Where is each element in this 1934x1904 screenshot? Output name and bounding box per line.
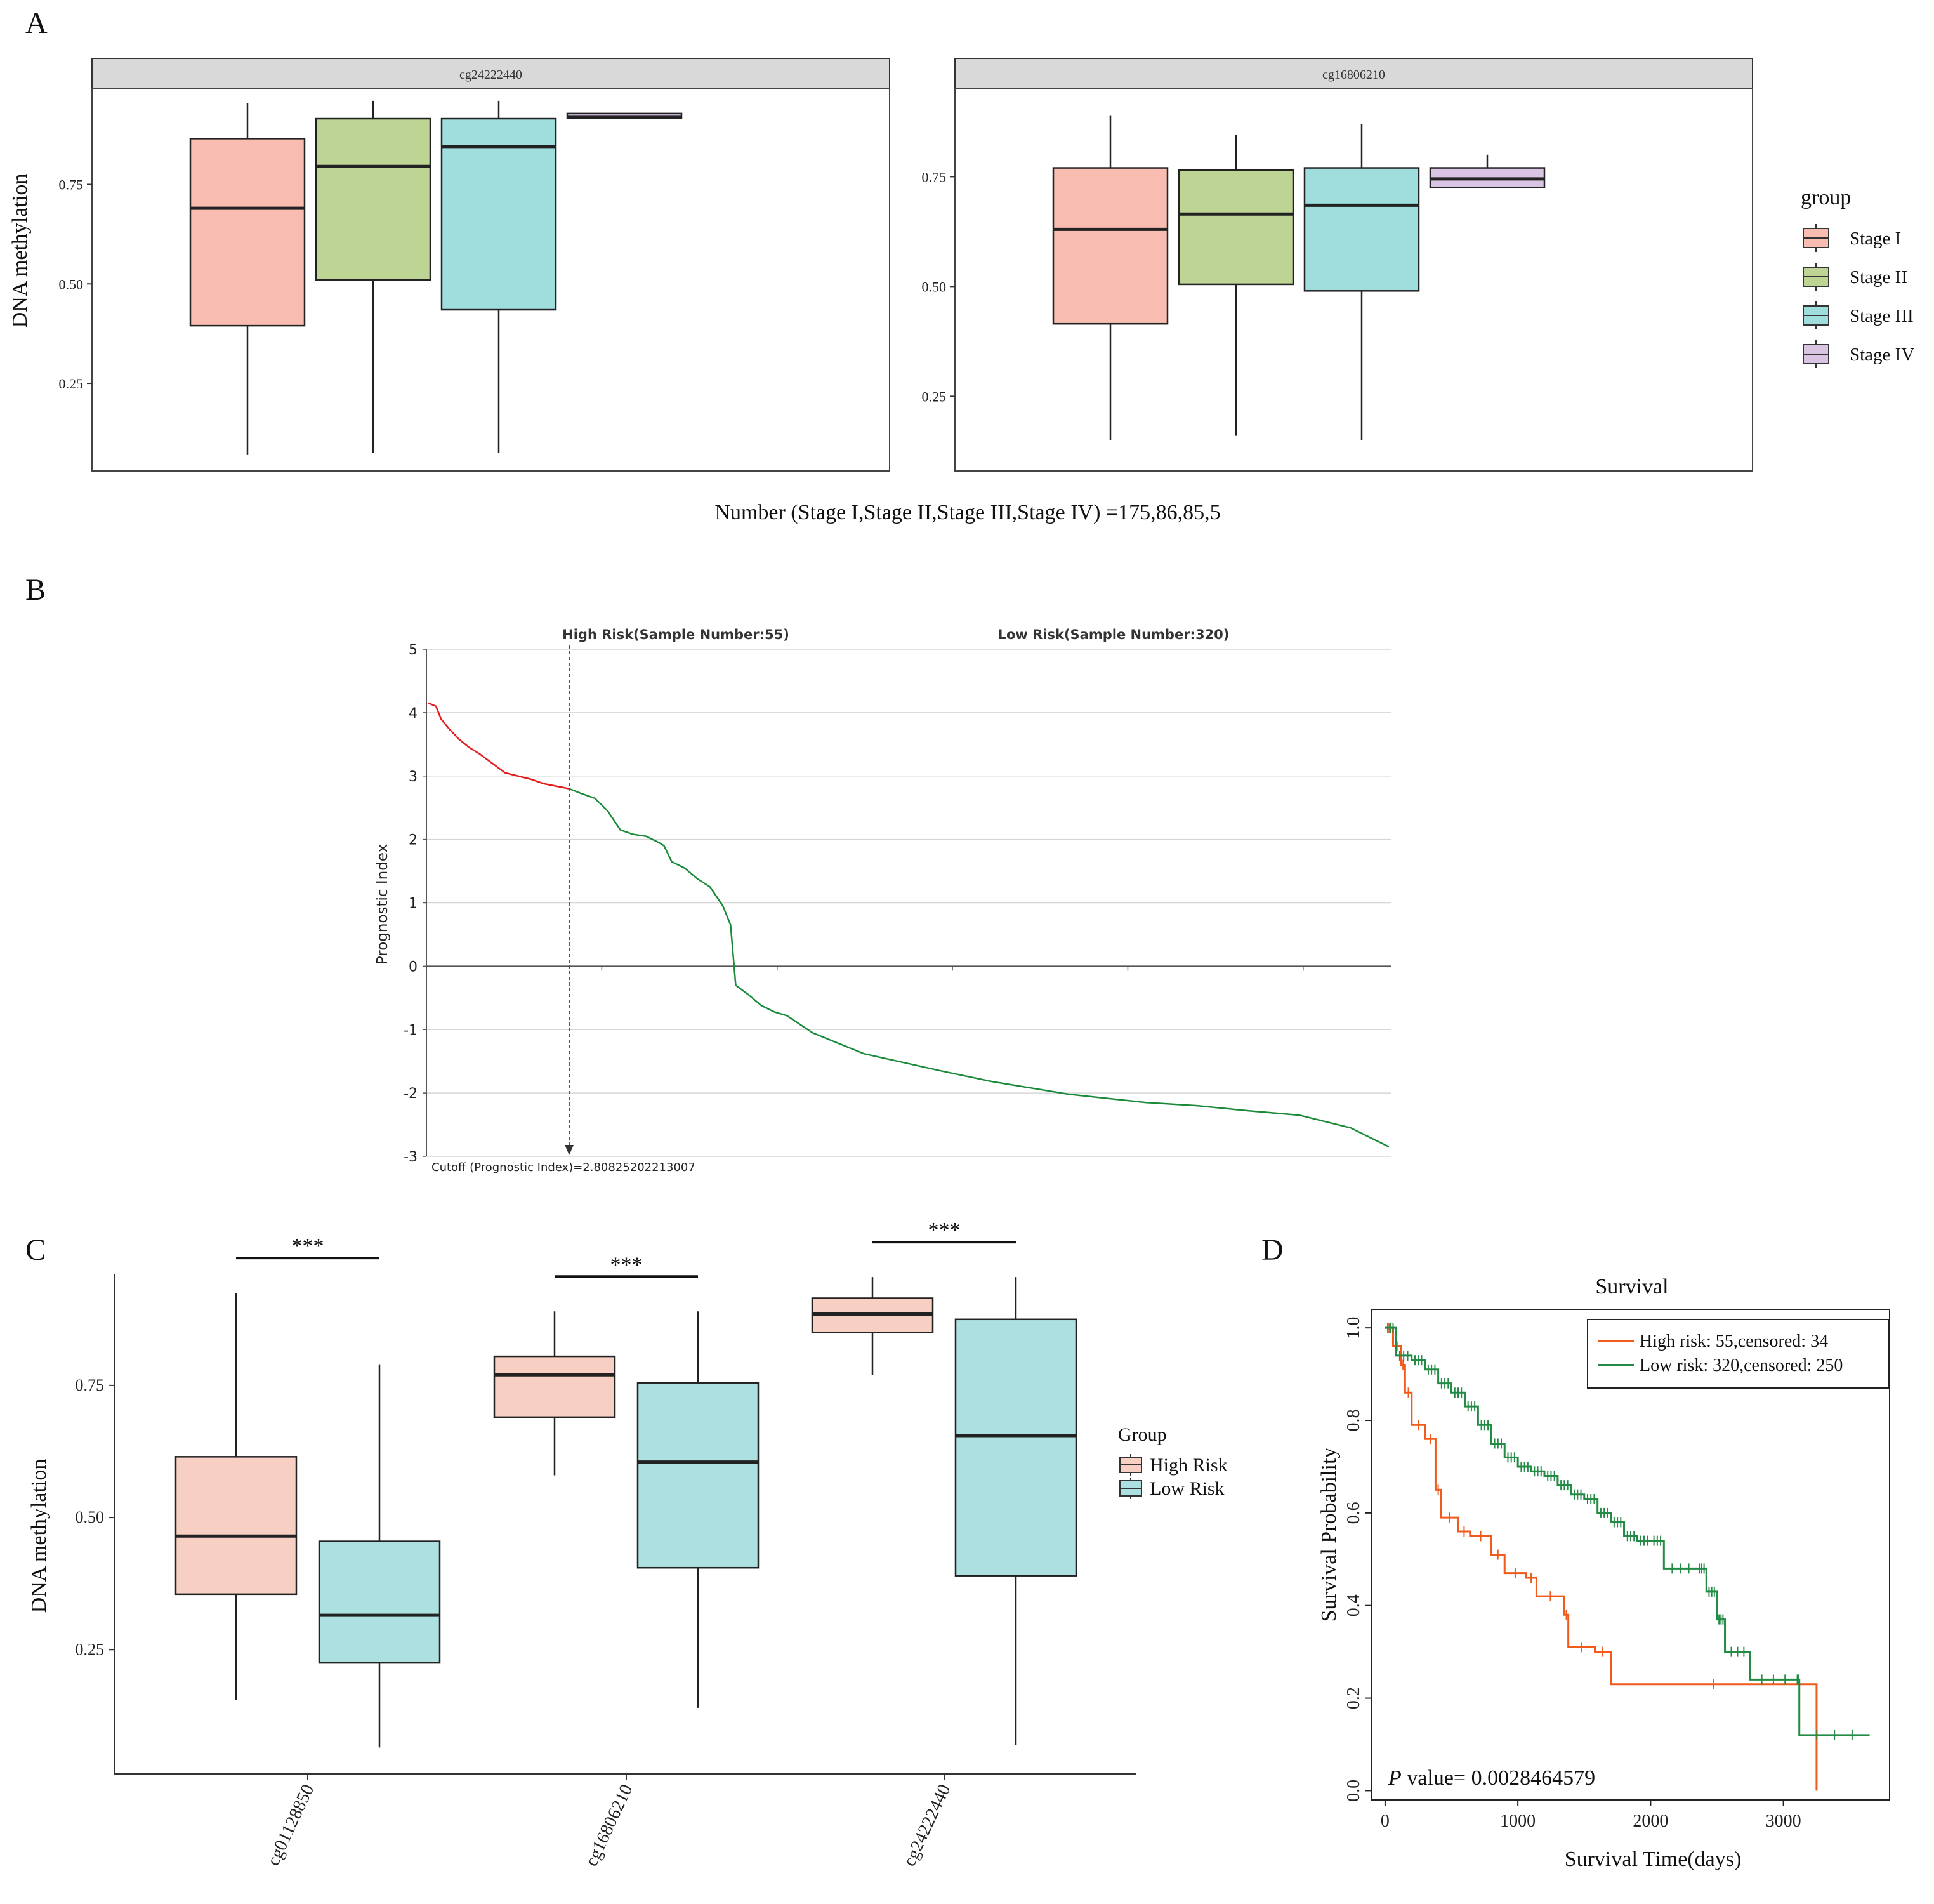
pvalue-p: P (1388, 1766, 1402, 1790)
significance-stars: *** (928, 1219, 961, 1242)
low-risk-label: Low Risk(Sample Number:320) (998, 627, 1230, 642)
box-high-risk (493, 1355, 616, 1418)
panel-a-ylabel: DNA methylation (8, 174, 32, 328)
y-tick-label: 0.0 (1344, 1780, 1364, 1802)
y-tick-label: 0.50 (59, 276, 84, 292)
panel-label-b: B (25, 573, 46, 607)
survival-xlabel: Survival Time(days) (1565, 1848, 1742, 1871)
y-tick-label: 0.4 (1344, 1594, 1364, 1616)
significance-stars: *** (610, 1253, 643, 1276)
panel-a-boxplots: DNA methylation Number (Stage I,Stage II… (8, 58, 1914, 524)
legend-label: Stage II (1850, 267, 1907, 288)
facet-title: cg24222440 (459, 68, 522, 82)
panel-b-prognostic-index: Prognostic Index High Risk(Sample Number… (374, 627, 1391, 1174)
facet-panel-border (954, 88, 1753, 472)
legend-label: Low Risk (1150, 1478, 1225, 1499)
y-tick-label: -1 (404, 1022, 418, 1038)
box-stage-ii (1178, 169, 1294, 286)
pvalue-text: P value= 0.0028464579 (1388, 1766, 1595, 1790)
panel-c-ylabel: DNA methylation (27, 1459, 51, 1613)
legend-label: High risk: 55,censored: 34 (1640, 1332, 1828, 1351)
panel-b-ylabel: Prognostic Index (374, 844, 391, 965)
y-tick-label: -2 (404, 1086, 418, 1102)
panel-c-boxplots: DNA methylation 0.25 0.50 0.75 cg01128850 cg… (27, 1219, 1228, 1869)
box-stage-iii (440, 117, 557, 311)
panel-label-d: D (1261, 1233, 1284, 1267)
high-risk-label: High Risk(Sample Number:55) (562, 627, 789, 642)
y-tick-label: 1.0 (1344, 1317, 1364, 1339)
legend-label: Stage III (1850, 306, 1914, 326)
x-tick-label: cg16806210 (582, 1782, 637, 1870)
panel-label-a: A (25, 6, 48, 40)
pvalue-value: value= 0.0028464579 (1402, 1766, 1595, 1790)
panel-a-legend: group Stage I Stage II Stage III Stage IV (1801, 186, 1914, 368)
km-high-risk-curve (1385, 1326, 1818, 1791)
y-tick-label: 5 (409, 642, 418, 658)
box-stage-i (189, 138, 306, 327)
box-stage-ii (315, 117, 431, 281)
x-tick-label: cg24222440 (900, 1782, 955, 1870)
facet-strip (954, 58, 1753, 89)
survival-legend-box (1587, 1319, 1889, 1389)
facet-title: cg16806210 (1322, 68, 1385, 82)
y-tick-label: -3 (404, 1149, 418, 1165)
y-tick-label: 0.25 (76, 1640, 105, 1658)
facet-panel-border (91, 88, 890, 472)
box-low-risk (636, 1382, 760, 1569)
y-tick-label: 3 (409, 769, 418, 785)
x-tick-label: 2000 (1633, 1811, 1668, 1831)
y-tick-label: 1 (409, 896, 418, 912)
box-high-risk (174, 1456, 298, 1596)
cutoff-arrowhead (565, 1145, 574, 1155)
y-tick-label: 0.25 (59, 376, 84, 392)
y-tick-label: 0.25 (922, 388, 947, 404)
x-tick-label: 1000 (1500, 1811, 1536, 1831)
y-tick-label: 0.50 (922, 279, 947, 294)
y-tick-label: 0.50 (76, 1508, 105, 1526)
high-risk-line (428, 702, 570, 790)
low-risk-line (569, 788, 1390, 1148)
y-tick-label: 0.75 (76, 1376, 105, 1394)
legend-label: Stage IV (1850, 345, 1914, 365)
legend-label: High Risk (1150, 1455, 1228, 1476)
legend-label: Low risk: 320,censored: 250 (1640, 1356, 1843, 1375)
y-tick-label: 0.75 (59, 177, 84, 193)
box-stage-iii (1303, 167, 1420, 292)
significance-stars: *** (292, 1234, 324, 1258)
panel-a-sample-note: Number (Stage I,Stage II,Stage III,Stage… (714, 501, 1220, 524)
legend-label: Stage I (1850, 228, 1901, 249)
y-tick-label: 0.2 (1344, 1687, 1364, 1709)
y-tick-label: 0 (409, 959, 418, 975)
box-low-risk (318, 1540, 441, 1664)
legend-title: group (1801, 186, 1851, 209)
box-stage-i (1052, 167, 1169, 325)
x-tick-label: 3000 (1766, 1811, 1801, 1831)
box-low-risk (954, 1318, 1077, 1577)
plot-border (1371, 1309, 1890, 1801)
km-low-risk-curve (1385, 1326, 1870, 1736)
y-tick-label: 0.6 (1344, 1502, 1364, 1524)
x-tick-label: cg01128850 (263, 1782, 318, 1869)
cutoff-label: Cutoff (Prognostic Index)=2.808252022130… (431, 1161, 695, 1174)
y-tick-label: 2 (409, 833, 418, 849)
panel-d-survival: Survival Survival Time(days) Survival Pr… (1317, 1275, 1890, 1871)
facet-strip (91, 58, 890, 89)
survival-title: Survival (1595, 1275, 1668, 1299)
legend-title: Group (1118, 1424, 1167, 1445)
y-tick-label: 4 (409, 706, 418, 722)
panel-label-c: C (25, 1233, 46, 1267)
survival-ylabel: Survival Probability (1317, 1448, 1341, 1622)
y-tick-label: 0.75 (922, 169, 947, 185)
y-tick-label: 0.8 (1344, 1410, 1364, 1432)
x-tick-label: 0 (1381, 1811, 1390, 1831)
